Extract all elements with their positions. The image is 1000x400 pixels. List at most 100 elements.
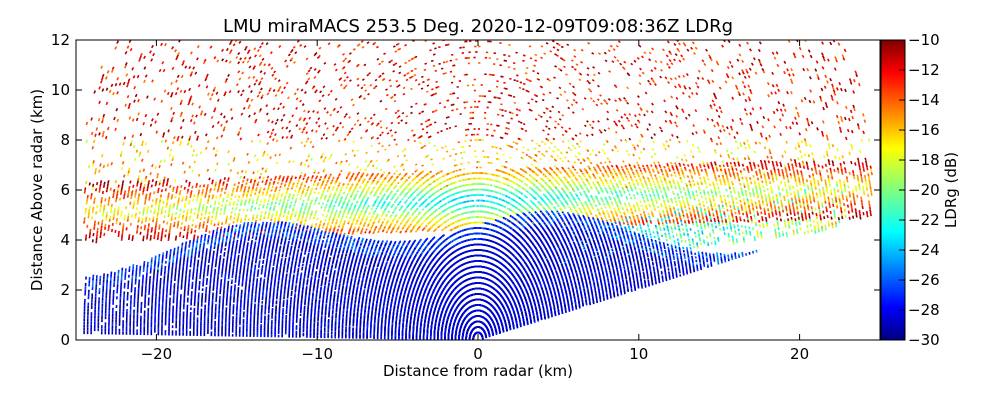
radar-gate (198, 226, 201, 230)
radar-gate (93, 200, 96, 204)
radar-gate (116, 212, 119, 216)
radar-gate (181, 217, 184, 221)
radar-gate (274, 253, 277, 257)
radar-gate (100, 222, 103, 226)
radar-gate (208, 258, 211, 261)
radar-gate (84, 237, 87, 241)
radar-gate (219, 254, 222, 258)
radar-gate (178, 213, 181, 217)
radar-gate (142, 207, 146, 211)
radar-gate (102, 207, 106, 211)
radar-gate (161, 230, 164, 234)
radar-gate (166, 221, 169, 225)
radar-gate (131, 190, 134, 194)
radar-gate (149, 234, 152, 239)
radar-gate (168, 256, 171, 260)
radar-gate (149, 192, 152, 196)
radar-gate (180, 252, 183, 256)
radar-gate (186, 211, 189, 215)
radar-gate (186, 209, 189, 213)
radar-gate (170, 217, 173, 222)
radar-gate (147, 225, 150, 229)
radar-gate (94, 167, 98, 172)
radar-gate (97, 221, 100, 225)
radar-gate (109, 215, 112, 219)
radar-gate (130, 214, 134, 218)
radar-gate (203, 216, 206, 220)
radar-gate (102, 184, 106, 188)
radar-gate (131, 237, 134, 242)
radar-gate (100, 228, 103, 233)
radar-gate (173, 224, 176, 228)
radar-gate (206, 241, 209, 245)
radar-gate (156, 212, 159, 216)
radar-gate (198, 224, 201, 228)
radar-gate (160, 208, 164, 212)
radar-gate (95, 240, 98, 244)
radar-gate (110, 203, 113, 208)
radar-gate (86, 198, 89, 202)
radar-gate (354, 296, 357, 299)
radar-gate (186, 258, 189, 262)
radar-gate (198, 248, 201, 252)
radar-gate (144, 219, 147, 223)
radar-gate (110, 228, 114, 233)
radar-gate (202, 225, 205, 229)
radar-gate (288, 256, 291, 259)
radar-gate (107, 224, 110, 228)
radar-gate (165, 229, 168, 233)
radar-gate (96, 227, 99, 231)
radar-gate (157, 209, 160, 214)
radar-gate (89, 228, 92, 233)
radar-gate (128, 185, 131, 190)
radar-gate (115, 221, 118, 225)
radar-gate (158, 199, 162, 203)
radar-gate (147, 228, 150, 232)
radar-gate (157, 234, 160, 238)
radar-gate (181, 242, 184, 246)
radar-gate (166, 199, 169, 204)
radar-gate (205, 224, 209, 228)
radar-gate (146, 205, 150, 209)
radar-gate (119, 222, 122, 226)
radar-gate (93, 226, 96, 230)
radar-gate (187, 249, 190, 253)
radar-gate (161, 228, 164, 232)
radar-gate (165, 204, 168, 209)
radar-gate (194, 229, 197, 233)
radar-gate (143, 224, 147, 228)
radar-gate (154, 230, 157, 234)
radar-gate (191, 248, 194, 252)
radar-gate (194, 256, 197, 260)
radar-gate (137, 216, 141, 220)
radar-gate (186, 263, 189, 267)
radar-gate (140, 226, 143, 230)
radar-gate (257, 269, 260, 272)
radar-gate (87, 164, 91, 169)
radar-gate (199, 217, 203, 221)
radar-gate (202, 244, 205, 248)
radar-gate (108, 218, 111, 222)
radar-gate (153, 211, 156, 215)
radar-gate (220, 226, 223, 230)
radar-gate (365, 296, 368, 300)
radar-gate (309, 263, 312, 267)
radar-gate (167, 235, 170, 239)
radar-gate (107, 199, 110, 203)
radar-gate (191, 223, 194, 227)
radar-gate (250, 239, 254, 243)
radar-gate (93, 220, 97, 224)
radar-gate (88, 182, 91, 186)
radar-gate (112, 216, 115, 221)
radar-gate (95, 237, 98, 241)
radar-gate (167, 213, 170, 218)
radar-gate (190, 257, 193, 261)
radar-gate (201, 251, 204, 255)
radar-gate (207, 264, 210, 268)
radar-gate (210, 219, 213, 223)
radar-gate (204, 233, 207, 237)
radar-gate (98, 189, 101, 193)
radar-gate (129, 222, 132, 226)
radar-gate (120, 213, 123, 217)
radar-gate (85, 180, 88, 185)
